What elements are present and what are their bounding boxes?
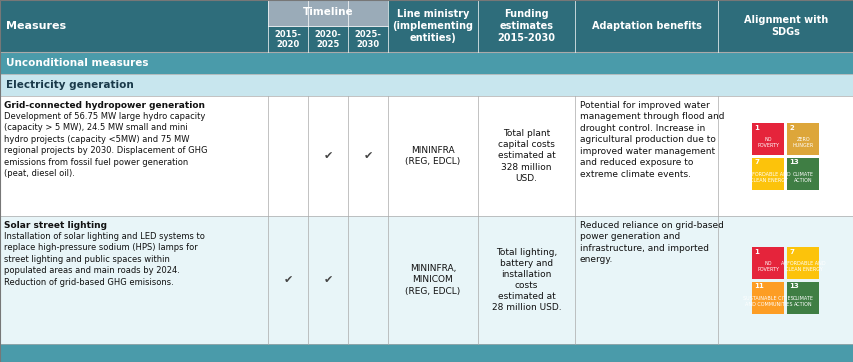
Text: 7: 7	[753, 160, 758, 165]
Bar	[751, 122, 784, 155]
Text: Grid-connected hydropower generation: Grid-connected hydropower generation	[4, 101, 205, 110]
Text: Electricity generation: Electricity generation	[6, 80, 134, 90]
Text: 2015-
2020: 2015- 2020	[274, 30, 301, 49]
Text: MININFRA
(REG, EDCL): MININFRA (REG, EDCL)	[405, 146, 460, 166]
Text: SUSTAINABLE CITIES
AND COMMUNITIES: SUSTAINABLE CITIES AND COMMUNITIES	[742, 296, 793, 307]
Bar	[268, 0, 387, 27]
Text: MININFRA,
MINICOM
(REG, EDCL): MININFRA, MINICOM (REG, EDCL)	[405, 264, 460, 296]
Bar	[751, 157, 784, 189]
Text: 1: 1	[753, 248, 758, 254]
Text: 1: 1	[753, 125, 758, 130]
Text: Total plant
capital costs
estimated at
328 million
USD.: Total plant capital costs estimated at 3…	[497, 129, 554, 183]
Text: Timeline: Timeline	[302, 8, 353, 17]
Text: Funding
estimates
2015-2030: Funding estimates 2015-2030	[497, 9, 554, 43]
Text: ✔: ✔	[323, 275, 333, 285]
Text: Total lighting,
battery and
installation
costs
estimated at
28 million USD.: Total lighting, battery and installation…	[491, 248, 560, 312]
Bar	[751, 282, 784, 313]
Text: 7: 7	[788, 248, 793, 254]
Bar	[0, 216, 853, 344]
Text: 11: 11	[753, 283, 763, 290]
Text: 2025-
2030: 2025- 2030	[354, 30, 381, 49]
Text: NO
POVERTY: NO POVERTY	[757, 261, 779, 272]
Text: CLIMATE
ACTION: CLIMATE ACTION	[792, 296, 813, 307]
Text: Adaptation benefits: Adaptation benefits	[591, 21, 700, 31]
Text: Reduced reliance on grid-based
power generation and
infrastructure, and imported: Reduced reliance on grid-based power gen…	[579, 221, 723, 264]
Bar	[0, 96, 853, 216]
Text: Potential for improved water
management through flood and
drought control. Incre: Potential for improved water management …	[579, 101, 723, 179]
Bar	[786, 282, 819, 313]
Text: ZERO
HUNGER: ZERO HUNGER	[792, 137, 813, 148]
Text: Installation of solar lighting and LED systems to
replace high-pressure sodium (: Installation of solar lighting and LED s…	[4, 232, 205, 287]
Text: 2020-
2025: 2020- 2025	[314, 30, 341, 49]
Text: 13: 13	[788, 160, 798, 165]
Text: Measures: Measures	[6, 21, 66, 31]
Text: ✔: ✔	[323, 151, 333, 161]
Bar	[786, 157, 819, 189]
Bar	[0, 344, 853, 362]
Text: ✔: ✔	[363, 151, 372, 161]
Text: Development of 56.75 MW large hydro capacity
(capacity > 5 MW), 24.5 MW small an: Development of 56.75 MW large hydro capa…	[4, 112, 207, 178]
Text: ✔: ✔	[283, 275, 293, 285]
Text: NO
POVERTY: NO POVERTY	[757, 137, 779, 148]
Text: Unconditional measures: Unconditional measures	[6, 58, 148, 68]
Text: 2: 2	[788, 125, 793, 130]
Bar	[786, 122, 819, 155]
Text: CLIMATE
ACTION: CLIMATE ACTION	[792, 172, 813, 182]
Text: 13: 13	[788, 283, 798, 290]
Bar	[0, 0, 853, 52]
Text: Alignment with
SDGs: Alignment with SDGs	[743, 15, 827, 37]
Text: AFFORDABLE AND
CLEAN ENERGY: AFFORDABLE AND CLEAN ENERGY	[780, 261, 825, 272]
Text: Line ministry
(implementing
entities): Line ministry (implementing entities)	[392, 9, 473, 43]
Bar	[786, 247, 819, 278]
Bar	[0, 52, 853, 74]
Text: Solar street lighting: Solar street lighting	[4, 221, 107, 230]
Bar	[0, 74, 853, 96]
Bar	[751, 247, 784, 278]
Text: AFFORDABLE AND
CLEAN ENERGY: AFFORDABLE AND CLEAN ENERGY	[746, 172, 790, 182]
